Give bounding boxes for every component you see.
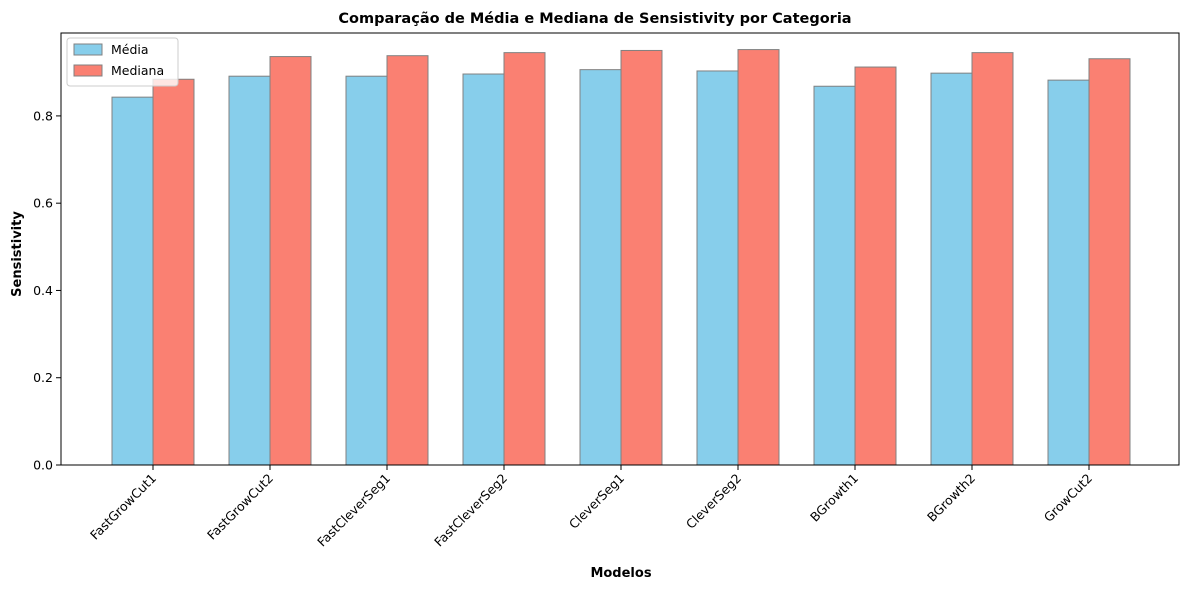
plot-area: 0.0 0.2 0.4 0.6 0.8 FastGrowCut1 FastGrowCut2 F…: [33, 32, 1180, 550]
chart-title: Comparação de Média e Mediana de Sensist…: [338, 11, 851, 27]
bar-mediana-fastcleverseg2: [503, 52, 546, 466]
legend-label-media: Média: [111, 42, 149, 57]
y-tick-label: 0.8: [33, 108, 53, 123]
bar-mediana-cleverseg2: [737, 49, 780, 466]
y-tick-label: 0.4: [33, 283, 53, 298]
x-tick-label: FastGrowCut2: [204, 471, 276, 543]
bar-mediana-growcut2: [1088, 58, 1131, 466]
x-axis-label: Modelos: [590, 566, 651, 581]
bar-media-bgrowth1: [813, 85, 856, 466]
bar-mediana-fastgrowcut1: [152, 78, 195, 466]
x-tick-label: BGrowth1: [807, 471, 861, 525]
legend-swatch-media: [73, 43, 103, 56]
bar-mediana-fastgrowcut2: [269, 56, 312, 466]
y-axis-label: Sensistivity: [10, 211, 25, 297]
bar-mediana-fastcleverseg1: [386, 55, 429, 466]
bar-media-fastcleverseg2: [462, 73, 505, 466]
y-tick-label: 0.0: [33, 458, 53, 473]
x-tick-label: CleverSeg1: [566, 471, 627, 532]
x-tick-label: FastCleverSeg1: [314, 471, 393, 550]
bar-mediana-cleverseg1: [620, 49, 663, 466]
bar-media-cleverseg1: [579, 69, 622, 466]
plot-frame: [60, 32, 1180, 466]
y-tick-label: 0.2: [33, 370, 53, 385]
bar-media-fastgrowcut1: [111, 96, 154, 466]
x-tick-label: GrowCut2: [1041, 471, 1095, 525]
bar-media-bgrowth2: [930, 72, 973, 466]
x-tick-label: FastCleverSeg2: [431, 471, 510, 550]
x-tick-label: CleverSeg2: [683, 471, 744, 532]
bar-media-cleverseg2: [696, 70, 739, 466]
legend-swatch-mediana: [73, 64, 103, 77]
bar-mediana-bgrowth2: [971, 52, 1014, 466]
legend: Média Mediana: [66, 37, 179, 87]
bar-media-fastgrowcut2: [228, 75, 271, 466]
x-tick-label: BGrowth2: [924, 471, 978, 525]
x-tick-label: FastGrowCut1: [87, 471, 159, 543]
y-tick-label: 0.6: [33, 196, 53, 211]
legend-label-mediana: Mediana: [111, 63, 164, 78]
bar-mediana-bgrowth1: [854, 66, 897, 466]
bar-media-fastcleverseg1: [345, 75, 388, 466]
bar-media-growcut2: [1047, 79, 1090, 466]
